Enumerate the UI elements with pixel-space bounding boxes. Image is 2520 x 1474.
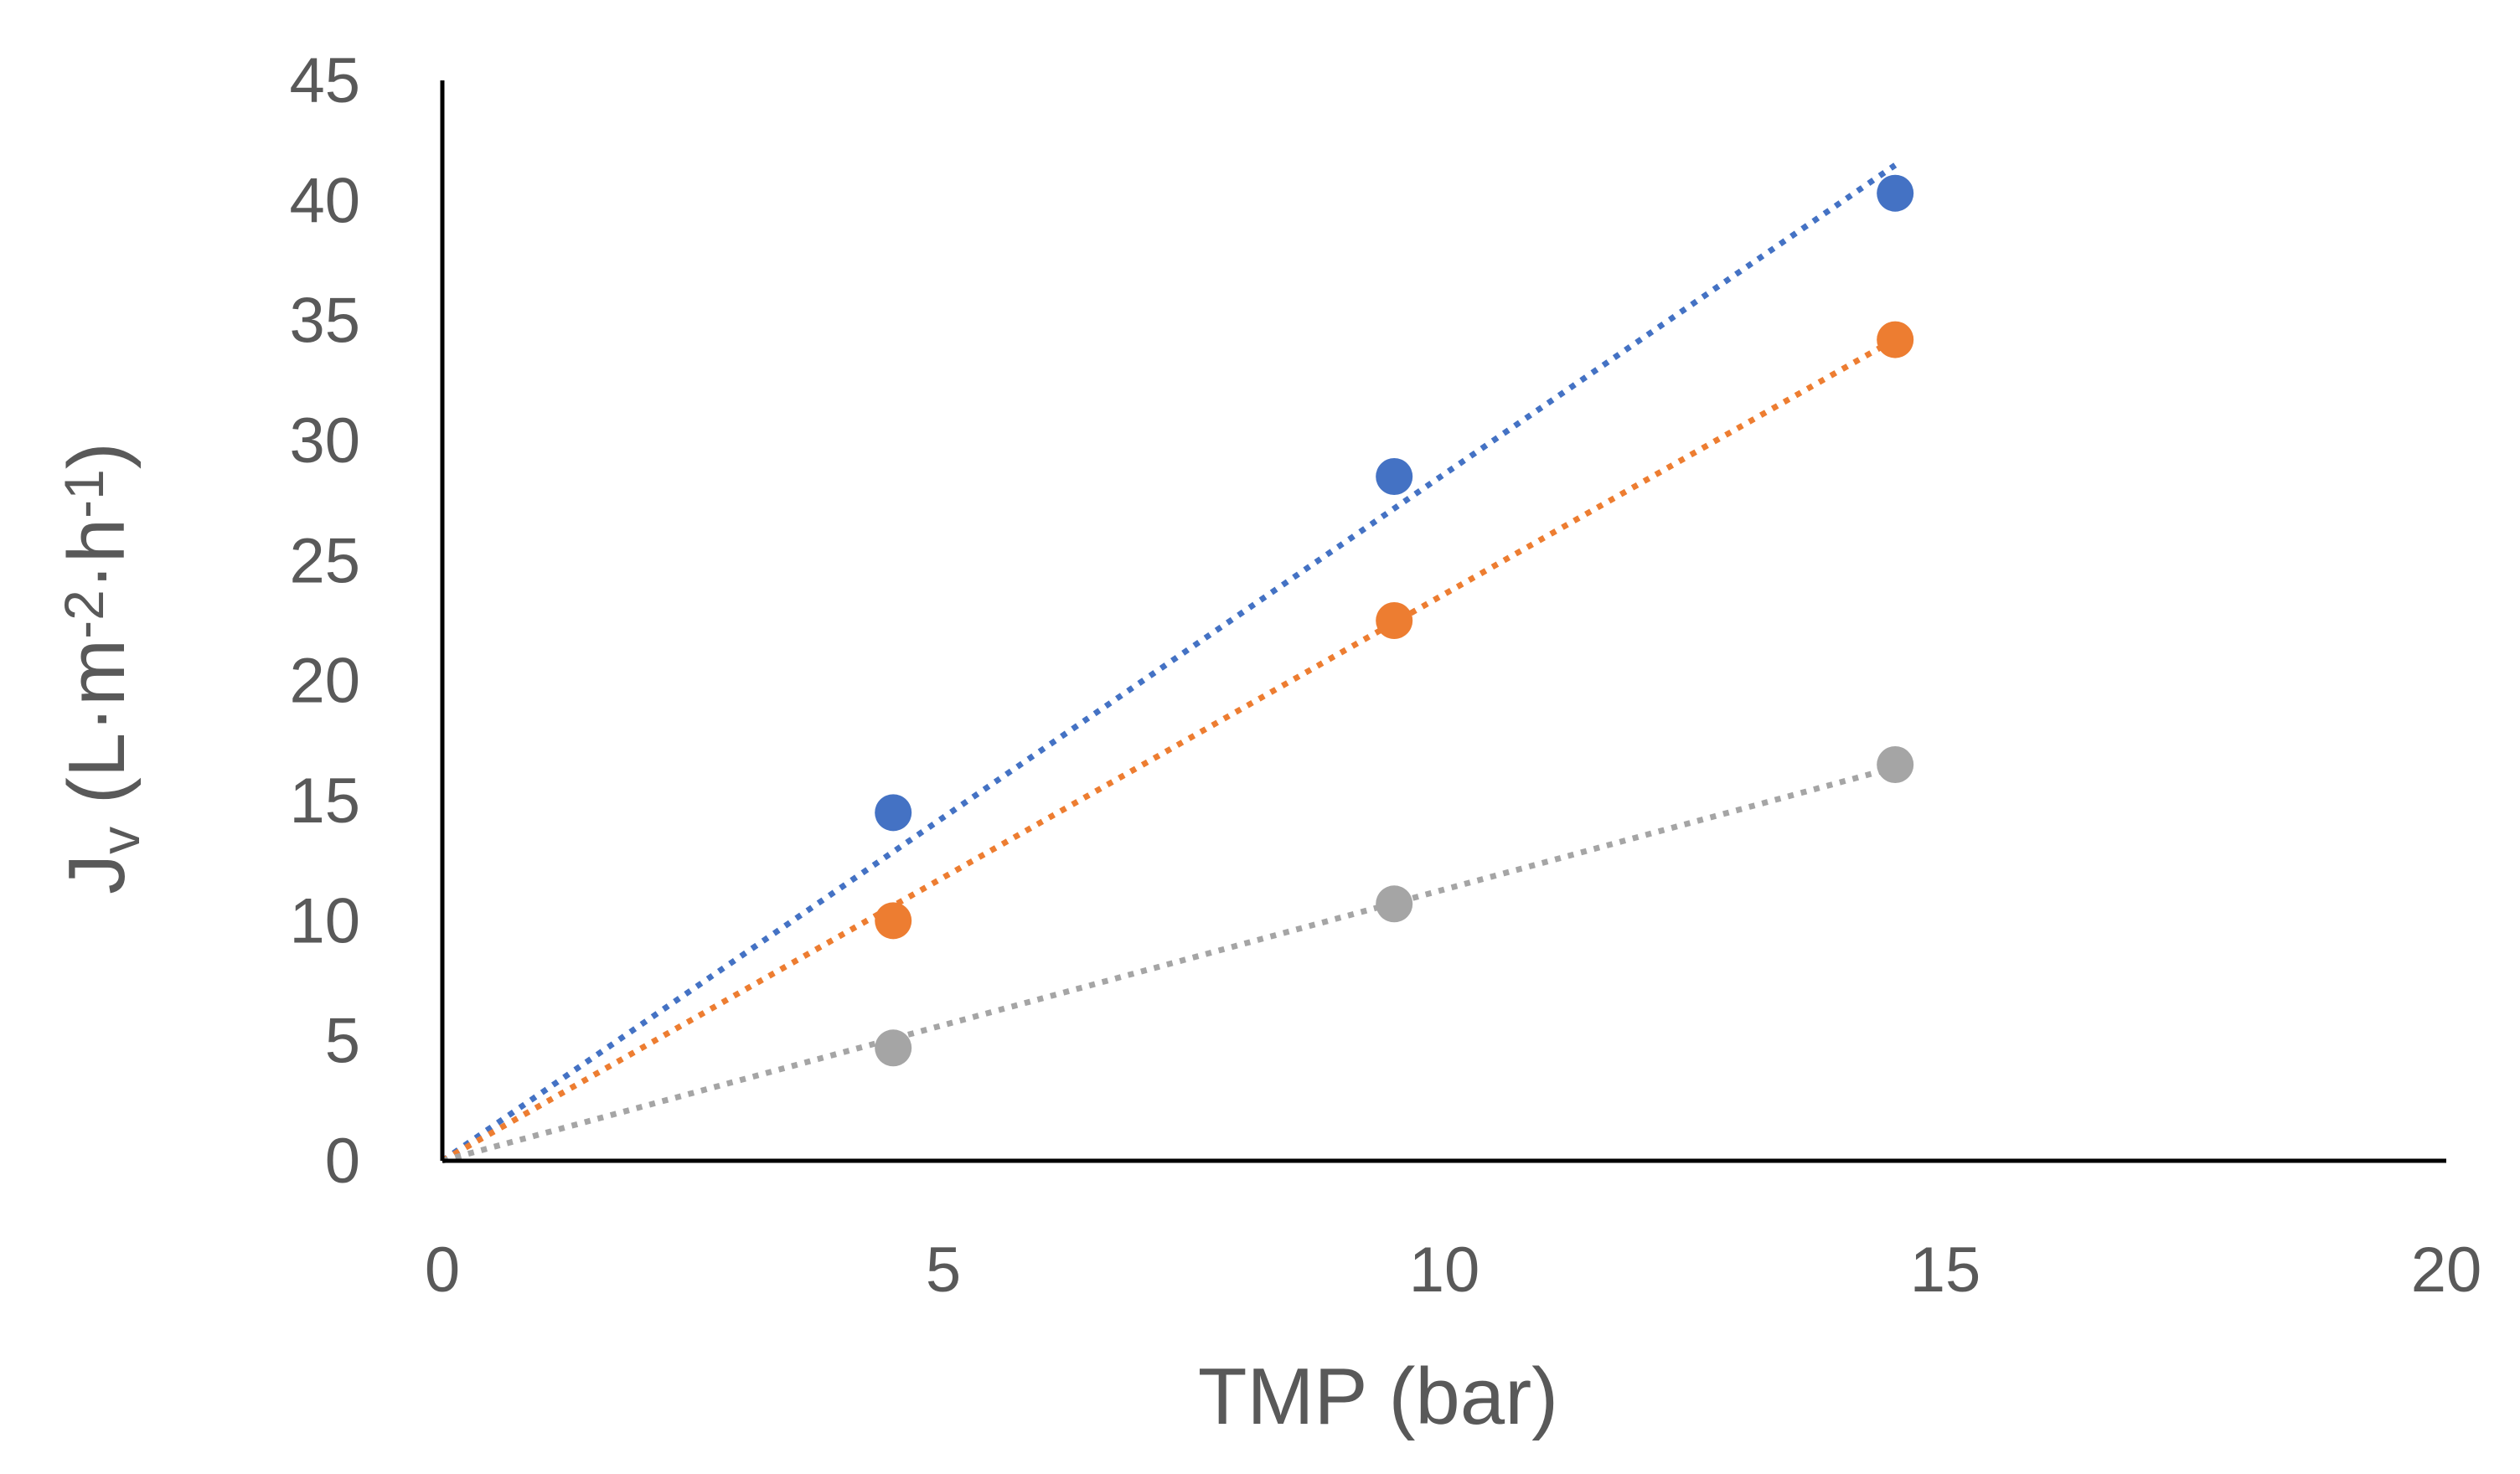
y-tick-label: 15 bbox=[289, 765, 360, 837]
x-tick-labels: 0 5 10 15 20 bbox=[425, 1234, 2481, 1306]
series-blue-point bbox=[1877, 174, 1914, 212]
series-blue-point bbox=[1376, 458, 1413, 495]
x-tick-label: 0 bbox=[425, 1234, 460, 1306]
series-blue-trendline bbox=[441, 162, 1898, 1163]
axes bbox=[440, 80, 2446, 1163]
series-blue-point bbox=[875, 794, 912, 832]
y-tick-label: 30 bbox=[289, 405, 360, 477]
y-tick-label: 20 bbox=[289, 646, 360, 717]
series-gray-point bbox=[875, 1029, 912, 1067]
y-tick-label: 10 bbox=[289, 885, 360, 956]
x-tick-label: 5 bbox=[926, 1234, 961, 1306]
y-tick-label: 25 bbox=[289, 525, 360, 596]
data-points bbox=[875, 174, 1914, 1067]
y-title-subscript: v bbox=[89, 827, 151, 854]
x-tick-label: 10 bbox=[1409, 1234, 1480, 1306]
series-orange-point bbox=[1376, 602, 1413, 639]
y-tick-labels: 0 5 10 15 20 25 30 35 40 45 bbox=[289, 45, 360, 1197]
y-title-units: ) bbox=[52, 442, 142, 469]
trendlines bbox=[441, 162, 1898, 1164]
y-tick-label: 5 bbox=[325, 1006, 360, 1077]
y-title-units: ·h bbox=[52, 518, 142, 590]
y-tick-label: 40 bbox=[289, 165, 360, 236]
y-title-superscript: -1 bbox=[53, 469, 115, 518]
x-axis-title: TMP (bar) bbox=[1198, 1352, 1558, 1441]
y-tick-label: 35 bbox=[289, 286, 360, 357]
series-gray-point bbox=[1877, 746, 1914, 783]
y-tick-label: 0 bbox=[325, 1126, 360, 1197]
series-gray-point bbox=[1376, 885, 1413, 923]
x-tick-label: 15 bbox=[1910, 1234, 1981, 1306]
series-orange-point bbox=[1877, 321, 1914, 358]
series-orange-point bbox=[875, 902, 912, 940]
y-title-units: (L·m bbox=[52, 639, 142, 827]
x-tick-label: 20 bbox=[2411, 1234, 2482, 1306]
y-axis-title: Jv (L·m-2·h-1) bbox=[52, 442, 151, 894]
y-title-main: J bbox=[52, 854, 142, 894]
series-gray-trendline bbox=[442, 764, 1897, 1164]
series-orange-trendline bbox=[441, 336, 1897, 1164]
y-title-superscript: -2 bbox=[53, 590, 115, 639]
y-tick-label: 45 bbox=[289, 45, 360, 116]
